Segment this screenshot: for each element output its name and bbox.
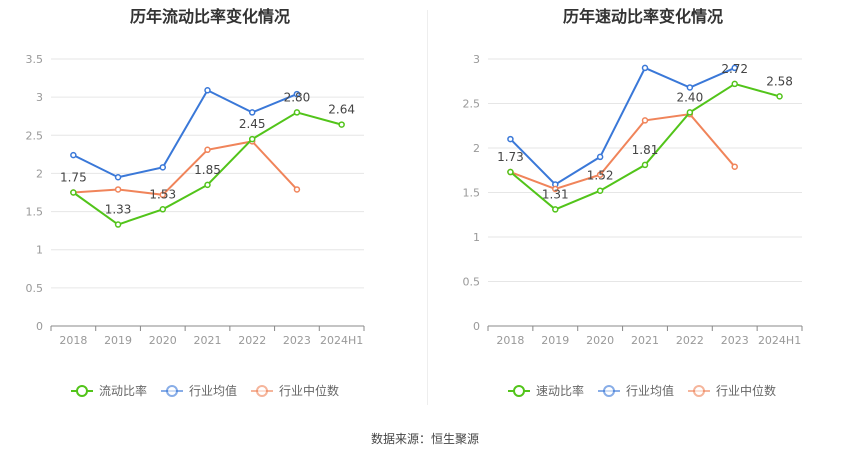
series-line <box>510 113 736 190</box>
y-tick-label: 0.5 <box>26 282 44 295</box>
source-note: 数据来源：恒生聚源 <box>370 432 479 446</box>
data-point <box>293 109 301 116</box>
data-point <box>507 168 514 176</box>
legend-marker <box>603 385 615 397</box>
data-point <box>686 109 694 116</box>
legend-label: 行业均值 <box>189 383 237 398</box>
y-tick-label: 2 <box>36 167 43 180</box>
series-line <box>509 66 736 186</box>
x-tick-label: 2022 <box>238 334 266 347</box>
data-point <box>731 64 738 72</box>
data-point <box>507 135 514 143</box>
x-tick-label: 2023 <box>283 334 311 347</box>
data-point <box>204 87 211 94</box>
data-point <box>686 84 694 91</box>
y-tick-label: 1.5 <box>463 187 481 200</box>
x-tick-label: 2018 <box>496 334 524 347</box>
data-point <box>552 206 559 213</box>
data-label: 2.58 <box>766 74 793 88</box>
y-tick-label: 1.5 <box>26 206 44 219</box>
legend-label: 行业均值 <box>626 383 674 398</box>
legend-label: 速动比率 <box>536 383 584 398</box>
data-point <box>204 146 211 154</box>
data-label: 1.52 <box>587 169 614 183</box>
y-tick-label: 1 <box>473 231 480 244</box>
legend-marker <box>166 385 178 397</box>
data-point <box>70 189 77 196</box>
x-tick-label: 2020 <box>586 334 614 347</box>
data-point <box>641 64 649 72</box>
data-point <box>293 186 301 193</box>
y-tick-label: 2 <box>473 142 480 155</box>
data-label: 2.64 <box>328 103 355 117</box>
data-point <box>596 171 604 178</box>
data-label: 2.80 <box>284 90 311 104</box>
legend-label: 行业中位数 <box>716 383 776 398</box>
data-label: 2.45 <box>239 117 266 131</box>
data-point <box>293 90 301 98</box>
y-tick-label: 0 <box>36 320 43 333</box>
y-tick-label: 2.5 <box>463 98 481 111</box>
y-tick-label: 2.5 <box>26 129 44 142</box>
x-tick-label: 2022 <box>676 334 704 347</box>
x-tick-label: 2024H1 <box>320 334 363 347</box>
y-tick-label: 3 <box>36 91 43 104</box>
legend-marker <box>256 385 268 397</box>
data-point <box>248 109 256 116</box>
data-label: 1.33 <box>105 203 132 217</box>
legend-label: 流动比率 <box>99 383 147 398</box>
data-label: 2.40 <box>676 90 703 104</box>
data-point <box>204 181 211 189</box>
data-point <box>731 80 738 88</box>
data-point <box>641 117 649 124</box>
x-tick-label: 2019 <box>104 334 132 347</box>
chart-title-quick-ratio: 历年速动比率变化情况 <box>562 7 723 26</box>
data-label: 1.73 <box>497 150 524 164</box>
data-point <box>248 135 256 143</box>
data-point <box>338 121 345 128</box>
data-point <box>114 221 122 228</box>
data-point <box>552 185 559 193</box>
data-label: 1.75 <box>60 171 87 185</box>
y-tick-label: 3.5 <box>26 53 44 66</box>
data-point <box>596 153 604 161</box>
data-point <box>159 191 167 199</box>
x-tick-label: 2024H1 <box>758 334 801 347</box>
y-tick-label: 0.5 <box>463 276 481 289</box>
legend-label: 行业中位数 <box>279 383 339 398</box>
series-line <box>73 140 298 196</box>
x-tick-label: 2023 <box>721 334 749 347</box>
data-point <box>159 206 167 213</box>
chart-title-current-ratio: 历年流动比率变化情况 <box>129 7 290 26</box>
y-tick-label: 1 <box>36 244 43 257</box>
data-point <box>641 161 649 169</box>
legend-marker <box>76 385 88 397</box>
data-point <box>776 93 783 100</box>
data-point <box>159 164 167 171</box>
x-tick-label: 2020 <box>149 334 177 347</box>
legend-marker <box>693 385 705 397</box>
data-label: 1.85 <box>194 163 221 177</box>
x-tick-label: 2019 <box>541 334 569 347</box>
x-tick-label: 2018 <box>59 334 87 347</box>
x-tick-label: 2021 <box>631 334 659 347</box>
data-label: 1.81 <box>632 143 659 157</box>
series-line <box>72 88 298 179</box>
data-label: 1.31 <box>542 187 569 201</box>
x-tick-label: 2021 <box>194 334 222 347</box>
data-point <box>114 186 122 193</box>
data-point <box>70 151 77 159</box>
data-point <box>114 173 122 181</box>
data-label: 1.53 <box>149 187 176 201</box>
data-point <box>596 187 604 194</box>
data-point <box>731 163 738 170</box>
y-tick-label: 3 <box>473 53 480 66</box>
y-tick-label: 0 <box>473 320 480 333</box>
panel-divider <box>427 10 428 405</box>
legend-marker <box>513 385 525 397</box>
data-label: 2.72 <box>721 62 748 76</box>
